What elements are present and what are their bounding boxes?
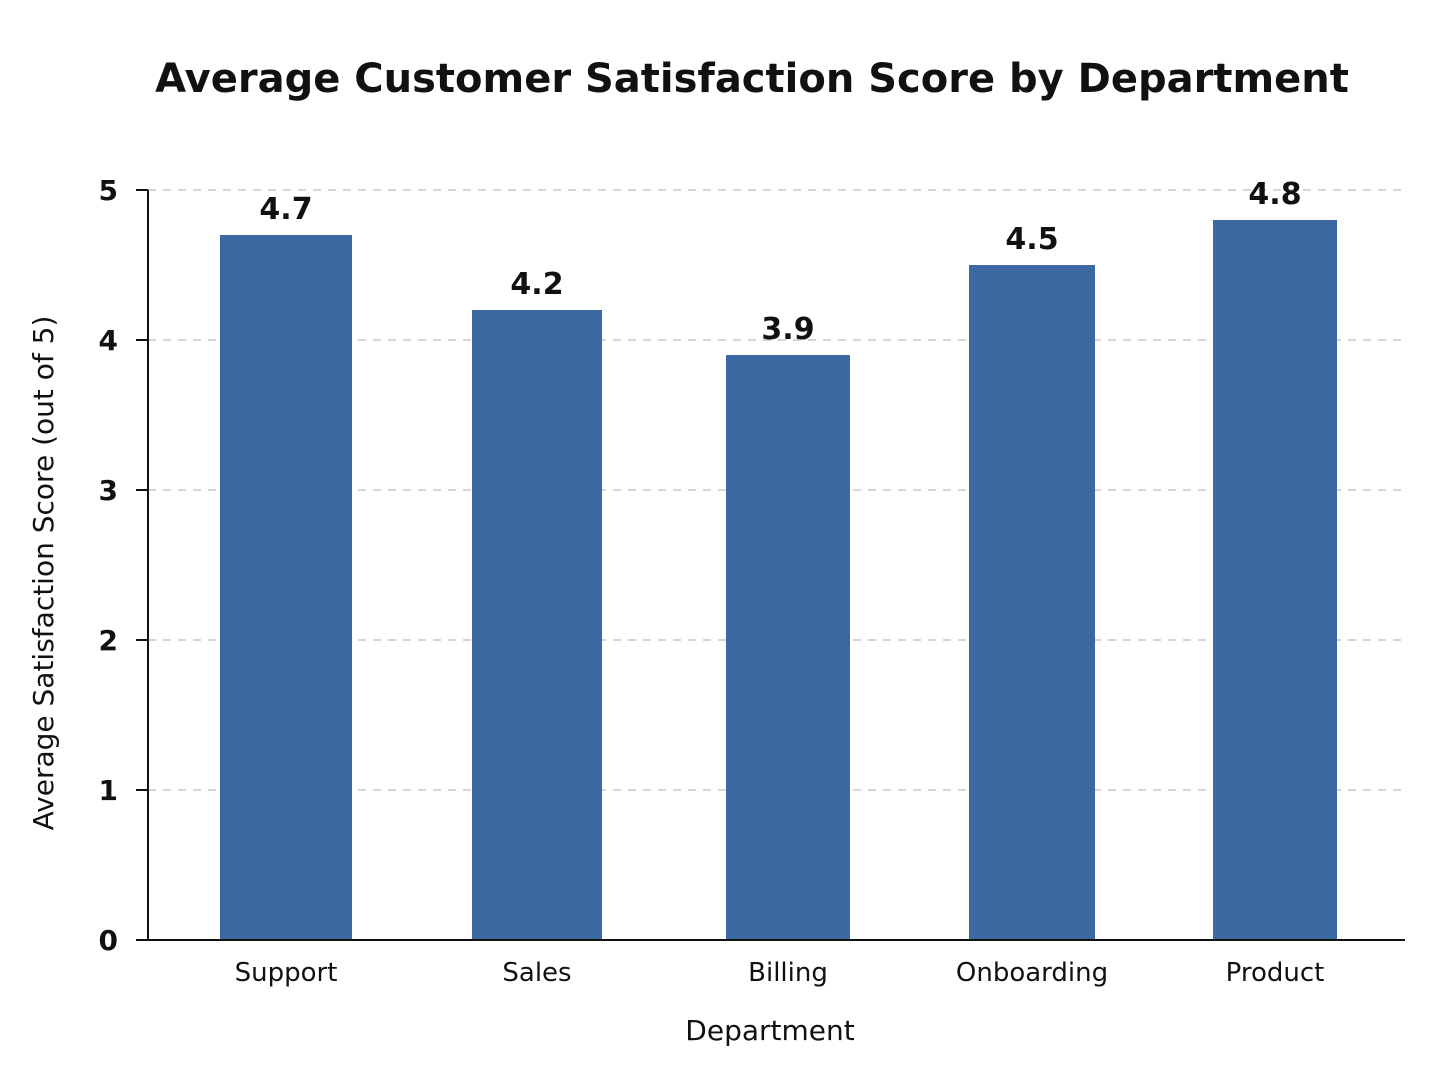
chart-title: Average Customer Satisfaction Score by D… <box>155 56 1349 102</box>
x-tick-label-onboarding: Onboarding <box>956 958 1108 988</box>
y-tick-label-1: 1 <box>99 774 118 807</box>
y-tick-label-3: 3 <box>99 474 118 507</box>
data-label-product: 4.8 <box>1248 177 1301 212</box>
x-axis-ticks: Support Sales Billing Onboarding Product <box>235 958 1325 988</box>
y-tick-label-4: 4 <box>99 324 118 357</box>
data-label-billing: 3.9 <box>761 312 814 347</box>
x-tick-label-support: Support <box>235 958 338 988</box>
data-label-sales: 4.2 <box>510 267 563 302</box>
y-tick-label-0: 0 <box>99 924 118 957</box>
bar-product <box>1213 220 1337 940</box>
bars <box>220 220 1337 940</box>
bar-billing <box>726 355 850 940</box>
data-label-onboarding: 4.5 <box>1005 222 1058 257</box>
x-axis-label: Department <box>685 1014 854 1047</box>
data-labels: 4.7 4.2 3.9 4.5 4.8 <box>259 177 1301 347</box>
x-tick-label-product: Product <box>1226 958 1325 988</box>
data-label-support: 4.7 <box>259 192 312 227</box>
y-axis-label: Average Satisfaction Score (out of 5) <box>27 316 60 831</box>
axes <box>147 190 1405 941</box>
x-tick-label-billing: Billing <box>748 958 828 988</box>
y-tick-label-5: 5 <box>99 174 118 207</box>
bar-onboarding <box>969 265 1095 940</box>
bar-support <box>220 235 352 940</box>
y-tick-label-2: 2 <box>99 624 118 657</box>
x-tick-label-sales: Sales <box>502 958 571 988</box>
y-axis-ticks: 0 1 2 3 4 5 <box>99 174 148 957</box>
bar-sales <box>472 310 602 940</box>
